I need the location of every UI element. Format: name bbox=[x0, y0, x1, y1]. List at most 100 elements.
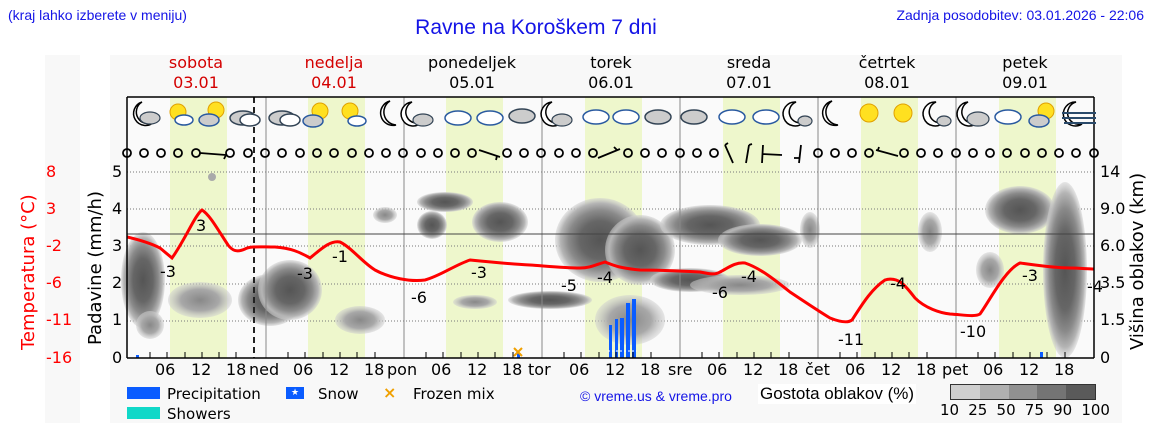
x-tick: ned bbox=[249, 360, 280, 379]
sun-cloud-snow-icon bbox=[1028, 102, 1055, 128]
x-tick: 12 bbox=[743, 360, 764, 379]
x-tick: 12 bbox=[191, 360, 212, 379]
moon-cloud-icon bbox=[400, 101, 434, 127]
cloud-density-ticks: 10 25 50 75 90 100 bbox=[940, 401, 1110, 419]
x-tick: 06 bbox=[707, 360, 728, 379]
frozen-mix-icon: × bbox=[383, 383, 397, 402]
precip-tick: 2 bbox=[112, 273, 123, 292]
cloudy-icon bbox=[644, 109, 672, 125]
svg-text:-4: -4 bbox=[597, 268, 613, 287]
temp-tick: 8 bbox=[46, 162, 57, 181]
day-header-1: nedelja 04.01 bbox=[304, 53, 364, 92]
cloudy-icon bbox=[994, 109, 1022, 125]
cloudy-icon bbox=[680, 109, 708, 125]
cloud-tick: 6.0 bbox=[1100, 236, 1126, 255]
x-tick: pon bbox=[387, 360, 418, 379]
cloudy-icon bbox=[752, 109, 780, 125]
cloud-density-scale bbox=[950, 384, 1096, 400]
cloud-snow-icon bbox=[612, 109, 640, 125]
snow-swatch-icon: ★ bbox=[286, 387, 304, 399]
svg-text:-3: -3 bbox=[297, 264, 313, 283]
cloud-tick: 14 bbox=[1100, 162, 1121, 181]
x-tick: 18 bbox=[1054, 360, 1075, 379]
temp-tick: -16 bbox=[46, 348, 73, 367]
x-tick: čet bbox=[805, 360, 830, 379]
density-tick: 50 bbox=[996, 401, 1016, 419]
density-tick: 100 bbox=[1081, 401, 1110, 419]
x-axis-labels: 06 12 18 ned 06 12 18 pon 06 12 18 tor 0… bbox=[127, 360, 1094, 382]
moon-cloud-icon bbox=[782, 101, 813, 127]
legend-showers: Showers bbox=[167, 405, 231, 423]
cloudy-icon bbox=[229, 110, 261, 127]
cloud-snow-icon bbox=[582, 109, 610, 125]
svg-text:-11: -11 bbox=[838, 330, 864, 349]
sun-cloud-icon bbox=[198, 101, 225, 127]
x-tick: 12 bbox=[881, 360, 902, 379]
precip-tick: 1 bbox=[112, 310, 123, 329]
precipitation-swatch bbox=[127, 387, 160, 399]
legend-frozen-mix: Frozen mix bbox=[413, 385, 495, 403]
precipitation-bars bbox=[136, 299, 1043, 358]
x-tick: 06 bbox=[983, 360, 1004, 379]
x-tick: 12 bbox=[329, 360, 350, 379]
x-tick: 18 bbox=[916, 360, 937, 379]
svg-text:-3: -3 bbox=[160, 262, 176, 281]
x-tick: 12 bbox=[605, 360, 626, 379]
svg-text:-3: -3 bbox=[471, 263, 487, 282]
temp-tick: 3 bbox=[46, 199, 57, 218]
legend-precipitation: Precipitation bbox=[167, 385, 261, 403]
precip-tick: 3 bbox=[112, 236, 123, 255]
cloud-tick: 0 bbox=[1100, 348, 1111, 367]
last-updated: Zadnja posodobitev: 03.01.2026 - 22:06 bbox=[896, 7, 1144, 23]
precip-tick: 5 bbox=[112, 162, 123, 181]
cloudy-icon bbox=[476, 110, 504, 126]
sun-cloud-icon bbox=[341, 102, 367, 127]
x-tick: 12 bbox=[467, 360, 488, 379]
svg-text:-1: -1 bbox=[332, 247, 348, 266]
wind-barbs bbox=[199, 142, 899, 164]
cloud-snow-icon bbox=[508, 108, 536, 124]
legend-snow: Snow bbox=[318, 385, 359, 403]
x-tick: 18 bbox=[226, 360, 247, 379]
svg-text:-4: -4 bbox=[741, 267, 757, 286]
density-tick: 10 bbox=[940, 401, 960, 419]
day-header-0: sobota 03.01 bbox=[168, 53, 224, 92]
x-tick: pet bbox=[942, 360, 969, 379]
svg-text:-3: -3 bbox=[1022, 266, 1038, 285]
cloudy-icon bbox=[444, 110, 472, 126]
x-ticks bbox=[149, 352, 1066, 358]
x-tick: 06 bbox=[431, 360, 452, 379]
showers-swatch bbox=[127, 407, 160, 419]
moon-fog-icon bbox=[1062, 101, 1096, 127]
x-tick: 18 bbox=[778, 360, 799, 379]
moon-cloud-snow-icon bbox=[132, 101, 161, 127]
precip-tick: 0 bbox=[112, 348, 123, 367]
density-tick: 25 bbox=[968, 401, 988, 419]
temperature-line bbox=[126, 208, 1095, 324]
moon-cloud-icon bbox=[956, 101, 990, 127]
cloud-density-label: Gostota oblakov (%) bbox=[758, 384, 917, 404]
moon-cloud-icon bbox=[540, 101, 573, 127]
sun-icon bbox=[859, 103, 879, 123]
cloud-tick: 9.0 bbox=[1100, 199, 1126, 218]
x-tick: 18 bbox=[640, 360, 661, 379]
temp-tick: -11 bbox=[46, 310, 73, 329]
svg-text:3: 3 bbox=[196, 216, 206, 235]
day-header-2: ponedeljek 05.01 bbox=[428, 53, 516, 92]
density-tick: 75 bbox=[1024, 401, 1044, 419]
density-tick: 90 bbox=[1053, 401, 1073, 419]
x-tick: 18 bbox=[364, 360, 385, 379]
page-title: Ravne na Koroškem 7 dni bbox=[415, 16, 657, 39]
cloud-tick: 1.5 bbox=[1100, 310, 1126, 329]
temp-tick: -2 bbox=[46, 236, 62, 255]
copyright-link[interactable]: © vreme.us & vreme.pro bbox=[580, 388, 732, 404]
location-hint[interactable]: (kraj lahko izberete v meniju) bbox=[8, 7, 187, 23]
day-header-6: petek 09.01 bbox=[1002, 53, 1048, 92]
x-tick: 06 bbox=[155, 360, 176, 379]
wind-row bbox=[122, 148, 1099, 158]
cloudy-icon bbox=[718, 109, 746, 125]
sun-icon bbox=[893, 103, 913, 123]
cloud-tick: 3.5 bbox=[1100, 273, 1126, 292]
moon-cloud-icon bbox=[922, 101, 952, 127]
